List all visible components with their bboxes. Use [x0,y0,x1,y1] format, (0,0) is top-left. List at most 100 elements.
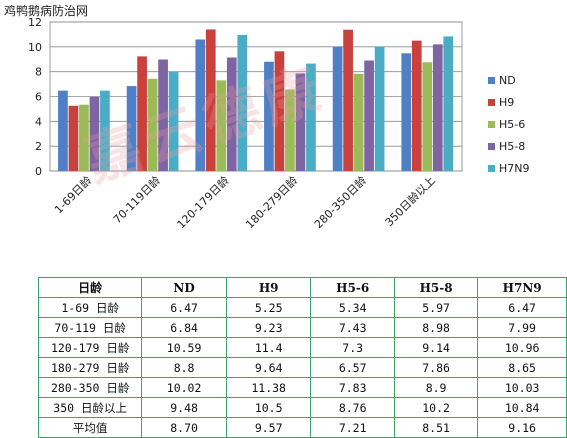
bar [237,34,248,172]
y-tick-label: 6 [35,91,42,104]
table-cell: 9.14 [393,337,479,358]
table-cell: 8.51 [393,417,479,438]
y-tick-label: 12 [28,16,42,29]
table-cell: 10.2 [393,397,479,418]
table-header-cell: ND [141,277,227,298]
bar [195,39,206,171]
bar [374,46,385,172]
x-tick-label: 350日龄以上 [382,173,438,229]
y-tick-label: 0 [35,165,42,178]
table-cell: 7.21 [310,417,395,438]
bar [226,57,237,171]
bar [353,73,364,171]
row-label-cell: 280-350 日龄 [37,377,143,398]
y-tick-label: 2 [35,140,42,153]
table-cell: 8.76 [310,397,395,418]
table-row: 平均值 8.70 9.57 7.21 8.51 9.16 [37,417,567,438]
table-cell: 7.99 [477,317,567,338]
data-table: 日龄 ND H9 H5-6 H5-8 H7N9 1-69 日龄 6.47 5.25 5.34 5.… [37,277,567,438]
table-cell: 7.43 [310,317,395,338]
bar [58,90,68,171]
table-cell: 11.4 [225,337,312,358]
bar [168,71,179,171]
table-cell: 10.02 [141,377,227,398]
table-cell: 6.47 [141,297,227,318]
table-header-cell: H7N9 [477,277,567,298]
table-cell: 5.25 [225,297,312,318]
y-tick-label: 10 [28,41,42,54]
table-header-cell: H5-6 [310,277,395,298]
grid-layer [49,21,463,172]
bar [364,60,374,171]
table-cell: 6.47 [477,297,567,318]
bar [264,61,274,171]
bar [432,44,443,171]
bars-layer [58,29,454,172]
legend-swatch [488,99,495,106]
legend-swatch [488,121,495,128]
table-body: 1-69 日龄 6.47 5.25 5.34 5.97 6.47 70-119 日龄 6.84… [37,297,567,438]
bar [126,86,137,171]
table-cell: 5.97 [393,297,479,318]
x-tick-label: 180-279日龄 [242,173,300,231]
legend-label: H5-8 [499,140,525,153]
table-cell: 7.86 [393,357,479,378]
table-cell: 9.48 [141,397,227,418]
site-label: 鸡鸭鹅病防治网 [4,4,89,18]
legend: ND H9 H5-6 H5-8 H7N9 [488,74,530,175]
row-label-cell: 1-69 日龄 [37,297,143,318]
bar [147,78,158,171]
legend-swatch [488,143,495,150]
y-tick-label: 4 [35,115,42,128]
bar [443,36,454,171]
table-header-row: 日龄 ND H9 H5-6 H5-8 H7N9 [37,277,567,298]
bar [285,89,295,171]
table-cell: 9.64 [225,357,312,378]
table-cell: 6.84 [141,317,227,338]
x-tick-label: 120-179日龄 [174,173,232,231]
legend-label: H9 [499,96,514,109]
table-row: 280-350 日龄 10.02 11.38 7.83 8.9 10.03 [37,377,567,398]
bar [89,96,100,171]
bar [205,29,216,172]
x-tick-label: 1-69日龄 [51,173,94,216]
table-header-cell: H5-8 [393,277,479,298]
bar [68,105,79,171]
table-cell: 10.96 [477,337,567,358]
table-cell: 6.57 [310,357,395,378]
table-cell: 10.03 [477,377,567,398]
table-row: 70-119 日龄 6.84 9.23 7.43 8.98 7.99 [37,317,567,338]
bar [343,29,353,171]
bar [295,73,306,171]
bar [216,80,227,171]
bar [401,53,412,171]
table-row: 120-179 日龄 10.59 11.4 7.3 9.14 10.96 [37,337,567,358]
bar [100,90,110,171]
legend-label: H5-6 [499,118,525,131]
bar [137,56,147,171]
table-cell: 8.70 [141,417,227,438]
bar [158,59,168,171]
table-cell: 9.57 [225,417,312,438]
row-label-cell: 120-179 日龄 [37,337,143,358]
table-cell: 9.23 [225,317,312,338]
row-label-cell: 平均值 [37,417,143,438]
table-cell: 10.59 [141,337,227,358]
table-cell: 9.16 [477,417,567,438]
bar [422,62,433,172]
bar [306,63,316,171]
bar-chart: 0 2 4 6 8 10 12 1-69日龄 70-119日龄 120-179日龄 180-279日… [28,16,530,231]
table-header-cell: H9 [225,277,312,298]
table-cell: 10.5 [225,397,312,418]
legend-swatch [488,77,495,84]
bar [79,104,89,171]
table-cell: 8.9 [393,377,479,398]
table-cell: 7.3 [310,337,395,358]
legend-label: ND [499,74,516,87]
table-cell: 8.8 [141,357,227,378]
table-header-cell: 日龄 [37,277,143,298]
table-row: 1-69 日龄 6.47 5.25 5.34 5.97 6.47 [37,297,567,318]
table-cell: 10.84 [477,397,567,418]
row-label-cell: 180-279 日龄 [37,357,143,378]
x-tick-label: 70-119日龄 [110,173,163,226]
